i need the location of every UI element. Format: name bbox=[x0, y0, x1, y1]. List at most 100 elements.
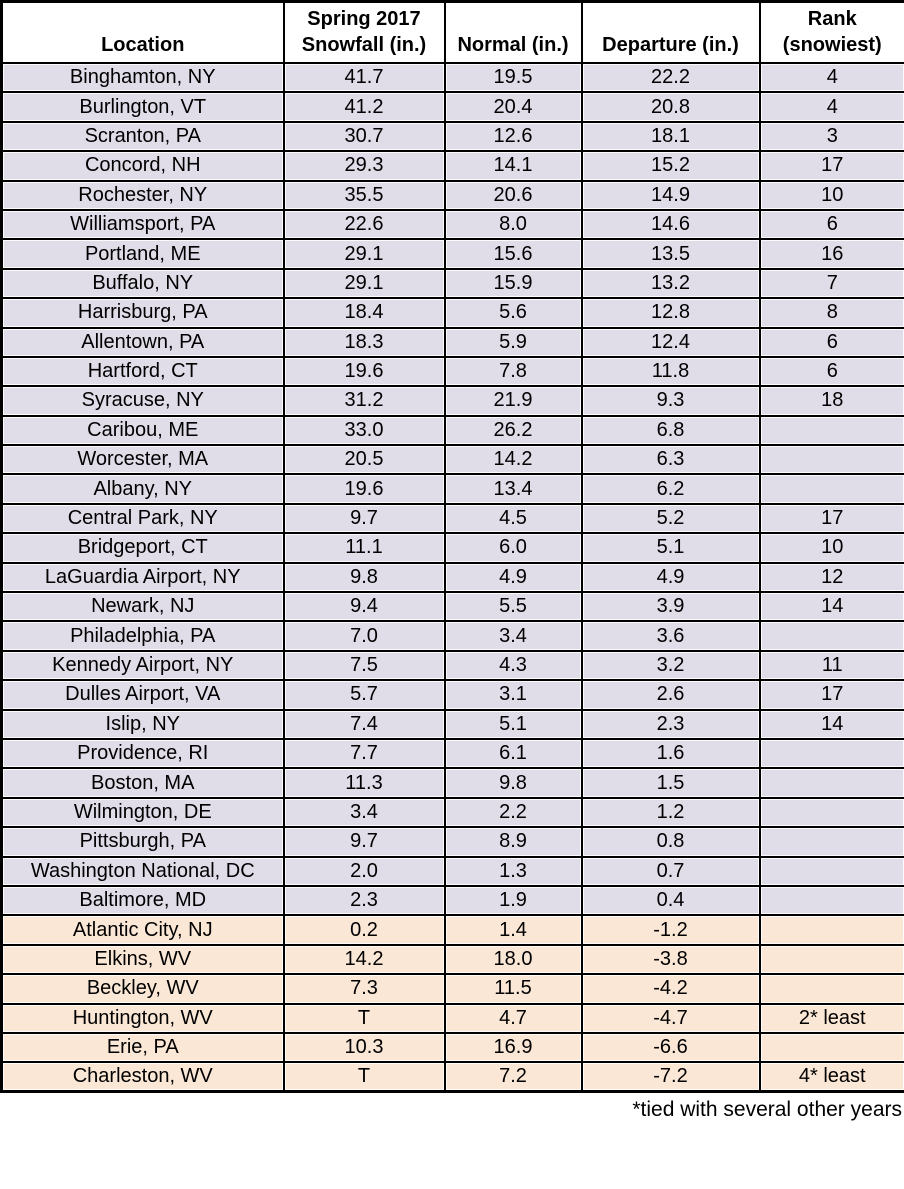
cell-normal: 26.2 bbox=[443, 414, 583, 447]
table-row: Elkins, WV 14.2 18.0 -3.8 bbox=[0, 943, 904, 976]
cell-rank: 12 bbox=[758, 561, 904, 594]
cell-location: Rochester, NY bbox=[0, 179, 285, 211]
cell-normal: 3.1 bbox=[443, 679, 583, 711]
cell-normal: 4.5 bbox=[443, 502, 583, 535]
cell-departure: -1.2 bbox=[580, 914, 761, 946]
cell-normal: 21.9 bbox=[443, 385, 583, 417]
cell-rank: 4* least bbox=[758, 1061, 904, 1093]
table-row: Newark, NJ 9.4 5.5 3.9 14 bbox=[0, 591, 904, 623]
cell-normal: 6.0 bbox=[443, 532, 583, 564]
cell-snowfall: 14.2 bbox=[282, 943, 446, 976]
cell-location: Hartford, CT bbox=[0, 355, 285, 388]
cell-departure: 15.2 bbox=[580, 150, 761, 182]
table-row: Burlington, VT 41.2 20.4 20.8 4 bbox=[0, 91, 904, 123]
table-row: Harrisburg, PA 18.4 5.6 12.8 8 bbox=[0, 297, 904, 329]
cell-rank: 3 bbox=[758, 120, 904, 153]
cell-location: Baltimore, MD bbox=[0, 884, 285, 917]
cell-departure: -4.7 bbox=[580, 1002, 761, 1034]
cell-normal: 5.1 bbox=[443, 708, 583, 740]
cell-location: Binghamton, NY bbox=[0, 61, 285, 94]
cell-location: Beckley, WV bbox=[0, 973, 285, 1005]
cell-snowfall: 9.7 bbox=[282, 826, 446, 858]
cell-location: Allentown, PA bbox=[0, 326, 285, 358]
cell-location: Bridgeport, CT bbox=[0, 532, 285, 564]
cell-rank bbox=[758, 884, 904, 917]
cell-departure: 14.6 bbox=[580, 208, 761, 241]
table-row: Huntington, WV T 4.7 -4.7 2* least bbox=[0, 1002, 904, 1034]
cell-rank: 6 bbox=[758, 355, 904, 388]
cell-normal: 18.0 bbox=[443, 943, 583, 976]
cell-snowfall: 2.0 bbox=[282, 855, 446, 887]
cell-normal: 5.5 bbox=[443, 591, 583, 623]
cell-rank bbox=[758, 855, 904, 887]
cell-normal: 20.4 bbox=[443, 91, 583, 123]
table-row: Binghamton, NY 41.7 19.5 22.2 4 bbox=[0, 61, 904, 94]
cell-location: Providence, RI bbox=[0, 737, 285, 770]
cell-snowfall: 22.6 bbox=[282, 208, 446, 241]
cell-departure: -3.8 bbox=[580, 943, 761, 976]
cell-departure: 18.1 bbox=[580, 120, 761, 153]
cell-location: Buffalo, NY bbox=[0, 267, 285, 300]
cell-location: Erie, PA bbox=[0, 1031, 285, 1064]
cell-normal: 13.4 bbox=[443, 473, 583, 505]
cell-departure: 4.9 bbox=[580, 561, 761, 594]
cell-location: Philadelphia, PA bbox=[0, 620, 285, 652]
cell-normal: 8.9 bbox=[443, 826, 583, 858]
cell-snowfall: 2.3 bbox=[282, 884, 446, 917]
cell-rank bbox=[758, 796, 904, 829]
cell-normal: 7.2 bbox=[443, 1061, 583, 1093]
cell-snowfall: 18.4 bbox=[282, 297, 446, 329]
cell-snowfall: 29.3 bbox=[282, 150, 446, 182]
table-row: Caribou, ME 33.0 26.2 6.8 bbox=[0, 414, 904, 447]
table-row: Islip, NY 7.4 5.1 2.3 14 bbox=[0, 708, 904, 740]
cell-normal: 5.6 bbox=[443, 297, 583, 329]
cell-rank bbox=[758, 473, 904, 505]
cell-rank: 6 bbox=[758, 326, 904, 358]
table-row: Boston, MA 11.3 9.8 1.5 bbox=[0, 767, 904, 799]
cell-snowfall: 11.3 bbox=[282, 767, 446, 799]
cell-snowfall: 9.4 bbox=[282, 591, 446, 623]
cell-departure: 11.8 bbox=[580, 355, 761, 388]
table-row: Dulles Airport, VA 5.7 3.1 2.6 17 bbox=[0, 679, 904, 711]
cell-location: Huntington, WV bbox=[0, 1002, 285, 1034]
cell-departure: 1.2 bbox=[580, 796, 761, 829]
table-row: Concord, NH 29.3 14.1 15.2 17 bbox=[0, 150, 904, 182]
cell-snowfall: 29.1 bbox=[282, 267, 446, 300]
cell-departure: 5.1 bbox=[580, 532, 761, 564]
table-row: Pittsburgh, PA 9.7 8.9 0.8 bbox=[0, 826, 904, 858]
cell-rank: 8 bbox=[758, 297, 904, 329]
table-header: Location Spring 2017 Snowfall (in.) Norm… bbox=[0, 0, 904, 64]
cell-location: Dulles Airport, VA bbox=[0, 679, 285, 711]
cell-departure: 2.3 bbox=[580, 708, 761, 740]
table-row: Williamsport, PA 22.6 8.0 14.6 6 bbox=[0, 208, 904, 241]
table-row: Atlantic City, NJ 0.2 1.4 -1.2 bbox=[0, 914, 904, 946]
cell-snowfall: 7.4 bbox=[282, 708, 446, 740]
cell-normal: 19.5 bbox=[443, 61, 583, 94]
cell-rank: 7 bbox=[758, 267, 904, 300]
cell-snowfall: 20.5 bbox=[282, 444, 446, 476]
cell-location: Scranton, PA bbox=[0, 120, 285, 153]
table-row: Worcester, MA 20.5 14.2 6.3 bbox=[0, 444, 904, 476]
cell-location: Pittsburgh, PA bbox=[0, 826, 285, 858]
cell-departure: 13.5 bbox=[580, 238, 761, 270]
cell-normal: 4.3 bbox=[443, 649, 583, 682]
cell-snowfall: 11.1 bbox=[282, 532, 446, 564]
cell-departure: -7.2 bbox=[580, 1061, 761, 1093]
cell-snowfall: 18.3 bbox=[282, 326, 446, 358]
cell-rank: 11 bbox=[758, 649, 904, 682]
cell-rank bbox=[758, 767, 904, 799]
cell-departure: 0.4 bbox=[580, 884, 761, 917]
table-row: Scranton, PA 30.7 12.6 18.1 3 bbox=[0, 120, 904, 153]
cell-snowfall: 30.7 bbox=[282, 120, 446, 153]
cell-snowfall: 5.7 bbox=[282, 679, 446, 711]
table-row: Philadelphia, PA 7.0 3.4 3.6 bbox=[0, 620, 904, 652]
cell-normal: 9.8 bbox=[443, 767, 583, 799]
cell-snowfall: 19.6 bbox=[282, 473, 446, 505]
cell-normal: 8.0 bbox=[443, 208, 583, 241]
cell-rank: 17 bbox=[758, 502, 904, 535]
cell-rank bbox=[758, 414, 904, 447]
cell-location: Central Park, NY bbox=[0, 502, 285, 535]
col-header-rank: Rank (snowiest) bbox=[758, 0, 904, 64]
cell-normal: 14.1 bbox=[443, 150, 583, 182]
